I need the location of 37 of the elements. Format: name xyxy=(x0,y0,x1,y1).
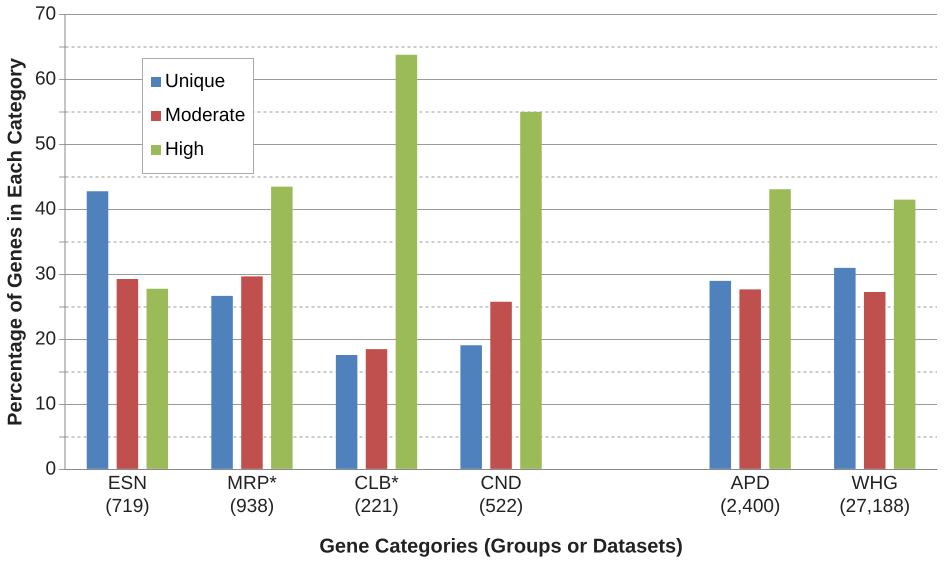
bar xyxy=(864,292,886,469)
legend-label: Moderate xyxy=(165,104,246,128)
x-tick-label: CLB* (221) xyxy=(354,473,400,517)
y-tick-label: 50 xyxy=(34,134,56,155)
y-tick-label: 60 xyxy=(34,68,56,90)
bar xyxy=(271,186,293,469)
x-tick-label: WHG (27,188) xyxy=(839,473,910,517)
bar xyxy=(894,200,916,469)
bar xyxy=(366,349,388,469)
x-tick-label: ESN (719) xyxy=(105,473,150,517)
bar xyxy=(769,189,791,469)
bar xyxy=(241,276,263,469)
bar xyxy=(396,54,418,469)
bar xyxy=(116,278,138,469)
y-tick-label: 0 xyxy=(46,458,56,480)
y-axis-title: Percentage of Genes in Each Category xyxy=(4,57,27,426)
legend-label: High xyxy=(165,138,204,162)
x-tick-label: APD (2,400) xyxy=(720,473,780,517)
y-tick-label: 40 xyxy=(34,198,56,220)
x-axis-title: Gene Categories (Groups or Datasets) xyxy=(319,536,683,558)
bar xyxy=(86,191,108,469)
bar xyxy=(146,288,168,469)
x-tick-label: CND (522) xyxy=(478,473,524,517)
bar xyxy=(336,355,358,469)
y-tick-label: 70 xyxy=(34,4,56,25)
x-tick-label: MRP* (938) xyxy=(227,473,278,517)
bar xyxy=(710,280,732,469)
y-tick-label: 10 xyxy=(34,394,56,415)
bar xyxy=(739,289,761,469)
bar xyxy=(834,268,856,469)
y-tick-label: 20 xyxy=(34,328,56,350)
bar xyxy=(520,112,542,469)
legend-label: Unique xyxy=(165,70,226,94)
bar xyxy=(490,302,512,469)
bar xyxy=(460,345,482,469)
bar xyxy=(211,296,233,469)
y-tick-label: 30 xyxy=(34,264,56,285)
